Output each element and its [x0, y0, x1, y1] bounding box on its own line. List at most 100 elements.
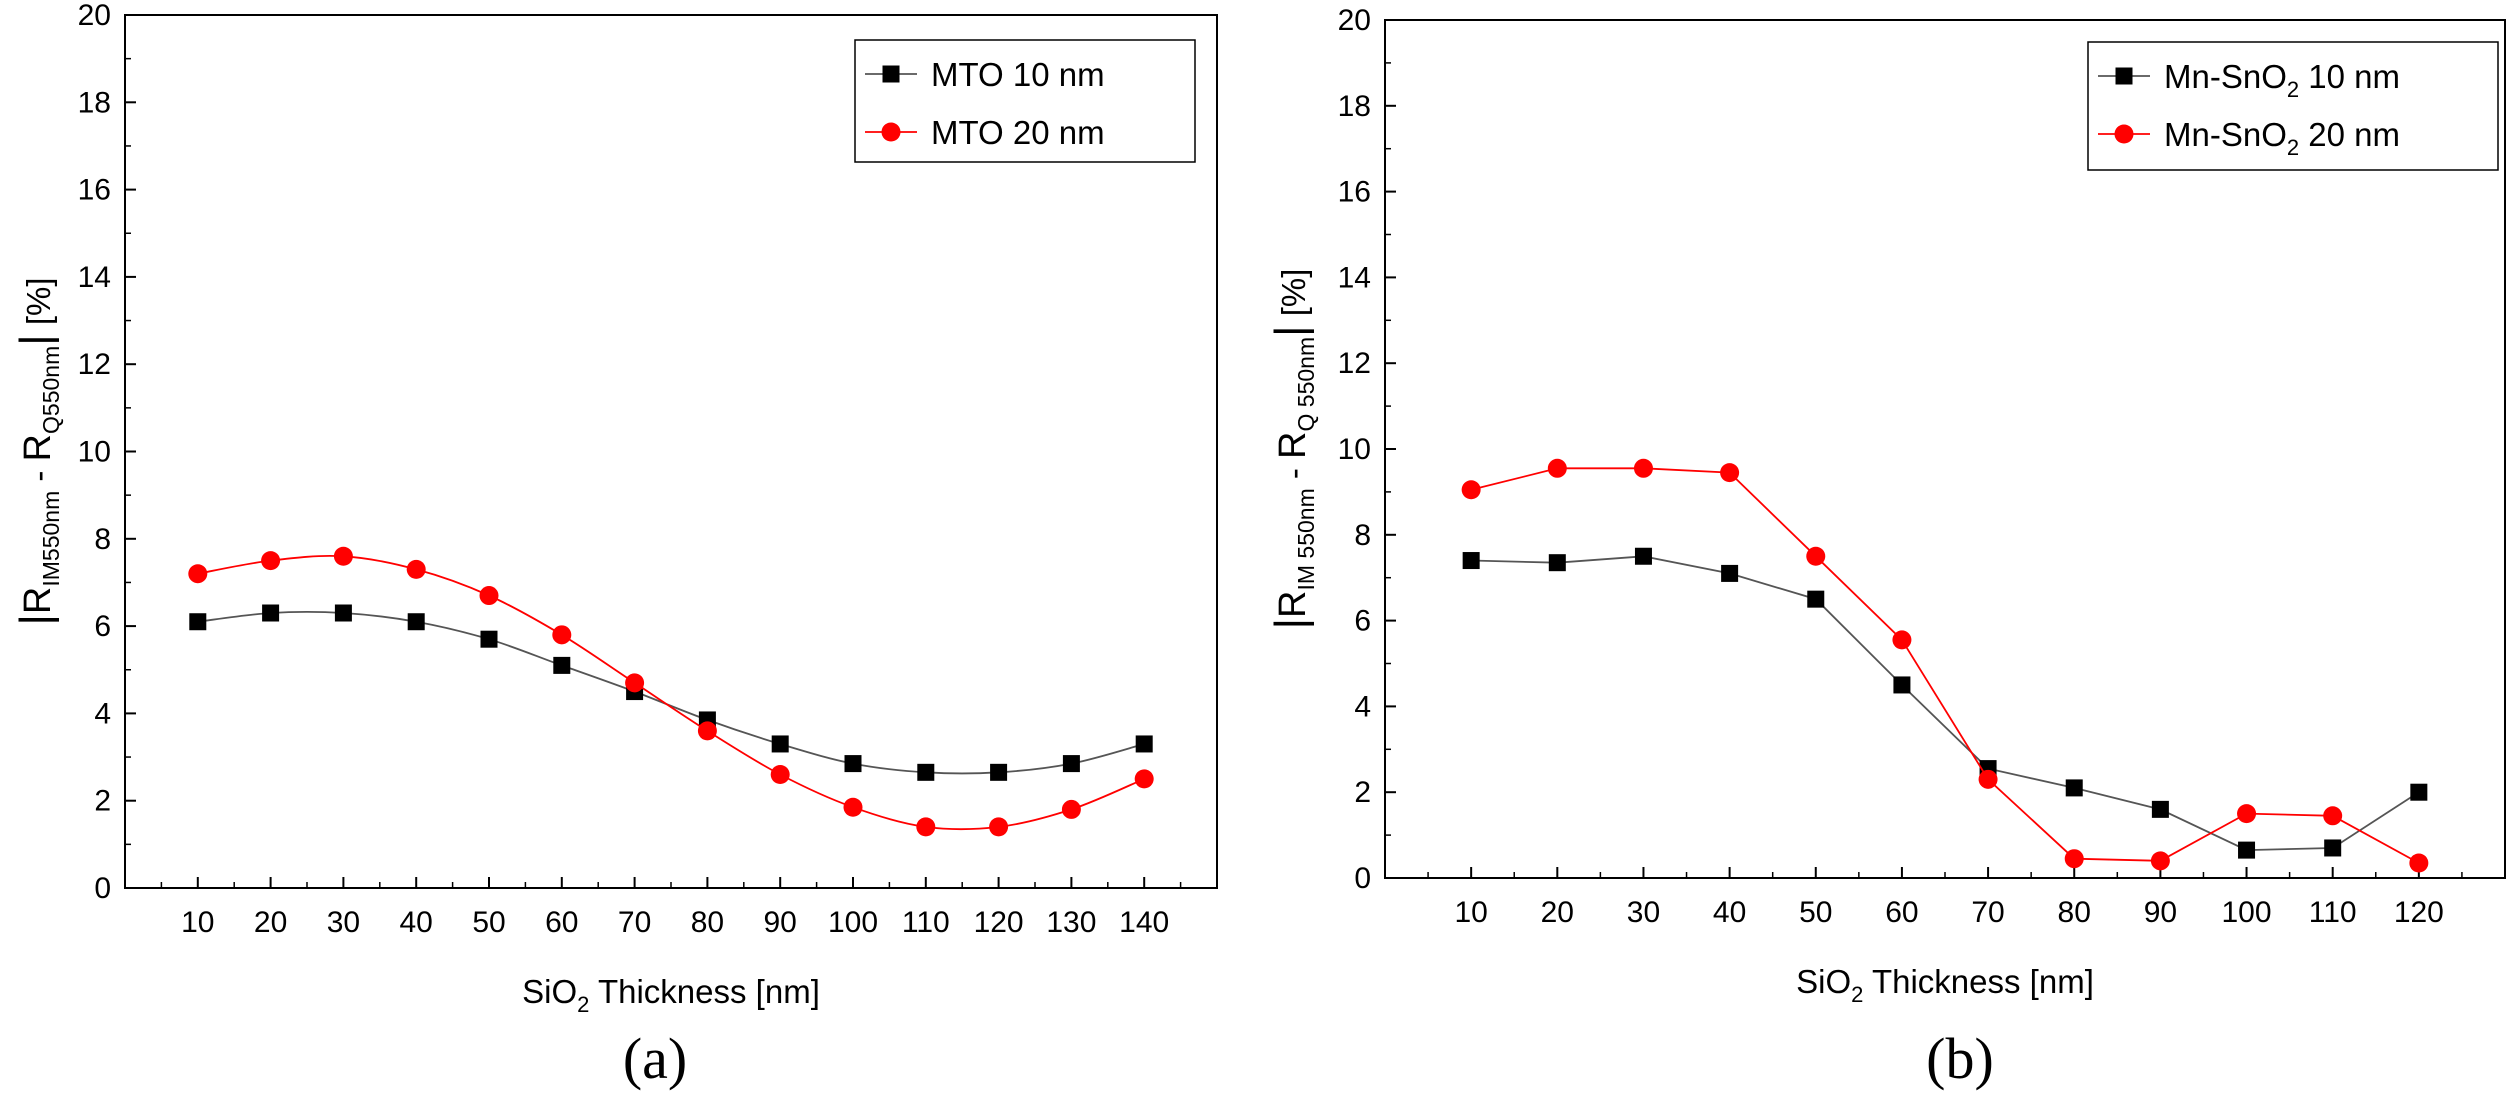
x-tick-label: 10 [181, 906, 214, 939]
series-2 [188, 546, 1154, 837]
x-tick-label: 120 [974, 906, 1024, 939]
legend-label: MTO 20 nm [931, 114, 1105, 151]
legend-marker [882, 65, 900, 83]
y-tick-label: 10 [1338, 433, 1371, 466]
data-point [1978, 769, 1998, 789]
series-line [1470, 467, 2420, 864]
y-axis-title: |RIM550nm - RQ550nm| [%] [11, 277, 64, 625]
x-tick-label: 80 [691, 906, 724, 939]
x-tick-label: 80 [2058, 896, 2091, 929]
legend-marker [2115, 67, 2133, 85]
data-point [2237, 804, 2257, 824]
data-point [1135, 735, 1153, 753]
chart-panel-a: 0 2 4 6 8 10 12 14 16 18 20 10 20 30 40 50 60 70 80 90 100 11… [11, 0, 1218, 1091]
series-line [197, 610, 1145, 775]
data-point [406, 559, 426, 579]
data-point [2410, 783, 2428, 801]
data-point [1134, 769, 1154, 789]
x-tick-label: 60 [545, 906, 578, 939]
data-point [334, 604, 352, 622]
data-point [917, 763, 935, 781]
y-tick-label: 6 [1354, 605, 1371, 638]
y-tick-label: 14 [78, 261, 111, 294]
x-tick-label: 70 [618, 906, 651, 939]
data-point [2151, 800, 2169, 818]
legend-label: Mn-SnO2 20 nm [2164, 116, 2400, 160]
data-point [916, 817, 936, 837]
x-tick-label: 60 [1885, 896, 1918, 929]
x-tick-label: 20 [1541, 896, 1574, 929]
y-tick-label: 18 [1338, 90, 1371, 123]
data-point [2065, 779, 2083, 797]
data-point [2238, 841, 2256, 859]
data-point [771, 735, 789, 753]
chart-panel-b: 0 2 4 6 8 10 12 14 16 18 20 10 20 30 40 50 60 70 80 90 100 11… [1266, 4, 2506, 1091]
y-tick-label: 12 [1338, 347, 1371, 380]
x-tick-label: 30 [1627, 896, 1660, 929]
data-point [1462, 552, 1480, 570]
x-tick-label: 110 [2309, 896, 2357, 929]
legend-marker [2114, 124, 2134, 144]
data-point [1806, 546, 1826, 566]
data-point [262, 604, 280, 622]
data-point [1807, 590, 1825, 608]
data-point [1061, 799, 1081, 819]
y-tick-label: 8 [1354, 519, 1371, 552]
x-tick-label: 30 [327, 906, 360, 939]
panel-label: (a) [623, 1026, 687, 1091]
y-tick-label: 4 [1354, 690, 1371, 723]
series-1 [189, 604, 1153, 781]
series-2 [1461, 458, 2429, 873]
data-point [1547, 458, 1567, 478]
data-point [1720, 463, 1740, 483]
legend: Mn-SnO2 10 nm Mn-SnO2 20 nm [2087, 41, 2499, 171]
data-point [844, 755, 862, 773]
y-tick-label: 18 [78, 86, 111, 119]
x-tick-label: 10 [1454, 896, 1487, 929]
x-tick-label: 100 [2222, 896, 2272, 929]
data-point [1892, 630, 1912, 650]
x-tick-label: 90 [764, 906, 797, 939]
y-tick-label: 16 [78, 174, 111, 207]
x-tick-label: 110 [902, 906, 950, 939]
data-point [1893, 676, 1911, 694]
data-point [188, 564, 208, 584]
series-line [1471, 555, 2420, 852]
panel-label: (b) [1926, 1026, 1994, 1091]
y-tick-label: 12 [78, 348, 111, 381]
x-tick-label: 90 [2144, 896, 2177, 929]
data-point [697, 721, 717, 741]
y-tick-label: 16 [1338, 176, 1371, 209]
y-tick-label: 10 [78, 436, 111, 469]
data-point [479, 586, 499, 606]
y-tick-label: 6 [94, 610, 111, 643]
x-axis-title: SiO2 Thickness [nm] [522, 973, 820, 1017]
data-point [2323, 806, 2343, 826]
data-point [2150, 851, 2170, 871]
data-point [770, 765, 790, 785]
data-point [843, 797, 863, 817]
x-tick-label: 40 [1713, 896, 1746, 929]
data-point [1062, 755, 1080, 773]
data-point [1633, 458, 1653, 478]
x-axis-title: SiO2 Thickness [nm] [1796, 963, 2094, 1007]
legend-label: Mn-SnO2 10 nm [2164, 58, 2400, 102]
y-tick-label: 2 [94, 785, 111, 818]
legend-box [854, 39, 1196, 163]
x-axis: 10 20 30 40 50 60 70 80 90 100 110 120 130 140 [160, 877, 1182, 939]
data-point [553, 656, 571, 674]
data-point [2064, 849, 2084, 869]
x-tick-label: 130 [1046, 906, 1096, 939]
y-axis: 0 2 4 6 8 10 12 14 16 18 20 [78, 0, 136, 905]
data-point [261, 551, 281, 571]
x-tick-label: 50 [1799, 896, 1832, 929]
y-tick-label: 20 [78, 0, 111, 32]
data-point [1721, 564, 1739, 582]
data-point [407, 613, 425, 631]
data-point [990, 763, 1008, 781]
x-tick-label: 50 [472, 906, 505, 939]
y-tick-label: 0 [94, 872, 111, 905]
x-tick-label: 70 [1971, 896, 2004, 929]
legend: MTO 10 nm MTO 20 nm [854, 39, 1196, 163]
data-point [333, 546, 353, 566]
